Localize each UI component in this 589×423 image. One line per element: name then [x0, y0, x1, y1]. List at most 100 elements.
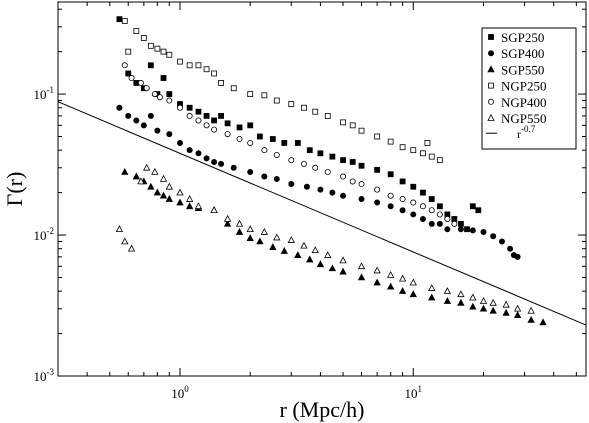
- data-point-SGP400: [247, 169, 254, 176]
- series-NGP550: [115, 163, 535, 314]
- data-point-SGP250: [475, 207, 482, 214]
- data-point-NGP400: [247, 139, 254, 146]
- y-tick-label: 10-2: [34, 226, 55, 243]
- data-point-NGP400: [436, 211, 443, 218]
- data-point-SGP400: [166, 131, 173, 138]
- data-point-SGP550: [457, 298, 465, 306]
- data-point-SGP550: [357, 273, 366, 281]
- data-point-SGP250: [269, 136, 276, 142]
- data-point-NGP550: [127, 244, 136, 252]
- data-point-SGP250: [125, 70, 132, 77]
- data-point-NGP550: [324, 251, 332, 258]
- legend-label-SGP250: SGP250: [501, 30, 544, 45]
- data-point-NGP250: [420, 150, 426, 157]
- data-point-SGP250: [116, 16, 123, 23]
- data-point-SGP550: [153, 188, 162, 196]
- data-point-SGP250: [166, 91, 173, 97]
- data-point-NGP550: [339, 256, 347, 264]
- data-point-SGP400: [469, 227, 476, 234]
- y-axis-ticks: 10-3 10-2 10-1: [34, 8, 586, 384]
- data-point-NGP400: [121, 62, 128, 69]
- data-point-SGP250: [387, 171, 394, 178]
- data-point-SGP250: [349, 159, 356, 165]
- data-point-NGP550: [527, 306, 535, 314]
- data-point-NGP550: [502, 300, 510, 308]
- data-point-SGP400: [303, 183, 310, 190]
- data-point-NGP550: [115, 225, 124, 233]
- data-point-NGP550: [223, 214, 232, 222]
- data-point-NGP550: [185, 195, 194, 202]
- x-tick-label: 101: [405, 384, 423, 401]
- x-axis-ticks: 100 101: [57, 2, 577, 401]
- data-point-SGP550: [306, 255, 314, 263]
- data-point-SGP250: [399, 178, 406, 185]
- data-point-SGP550: [256, 237, 264, 245]
- data-point-NGP550: [194, 202, 203, 210]
- legend-marker-SGP400: [487, 50, 494, 57]
- data-point-SGP550: [443, 297, 452, 304]
- data-point-SGP550: [539, 318, 547, 326]
- data-point-SGP400: [399, 207, 406, 214]
- legend-label-NGP550: NGP550: [501, 111, 547, 126]
- data-point-NGP250: [133, 28, 140, 34]
- data-point-SGP250: [329, 153, 336, 160]
- y-tick-label: 10-3: [34, 367, 55, 384]
- data-point-SGP250: [160, 75, 167, 81]
- data-point-SGP550: [527, 315, 535, 323]
- data-point-SGP400: [374, 199, 381, 206]
- data-point-SGP550: [165, 195, 173, 202]
- data-point-SGP400: [133, 117, 140, 124]
- series-NGP400: [121, 62, 458, 227]
- data-point-SGP250: [340, 157, 346, 164]
- data-point-SGP250: [374, 166, 381, 173]
- data-point-SGP250: [147, 62, 154, 69]
- data-point-SGP400: [358, 196, 365, 203]
- legend-box: [481, 27, 577, 150]
- data-point-NGP250: [436, 157, 443, 164]
- data-point-SGP250: [306, 147, 313, 154]
- data-point-NGP400: [312, 164, 319, 171]
- data-point-NGP400: [236, 136, 243, 143]
- data-point-SGP250: [469, 203, 476, 210]
- data-point-NGP250: [211, 70, 217, 77]
- series-SGP550: [121, 167, 547, 326]
- data-point-NGP550: [176, 188, 184, 196]
- data-point-NGP400: [203, 122, 210, 129]
- data-point-SGP550: [502, 308, 510, 316]
- data-point-NGP250: [247, 91, 254, 97]
- data-point-NGP550: [300, 241, 308, 249]
- data-point-NGP400: [428, 207, 435, 214]
- data-point-SGP400: [147, 112, 154, 119]
- data-point-SGP550: [373, 278, 381, 286]
- data-point-NGP250: [186, 62, 193, 69]
- data-point-SGP250: [281, 140, 288, 146]
- data-point-SGP400: [273, 175, 280, 182]
- data-point-NGP550: [398, 274, 407, 282]
- data-point-NGP400: [451, 220, 458, 227]
- data-point-SGP550: [479, 304, 488, 312]
- data-point-NGP250: [147, 42, 154, 49]
- data-point-NGP250: [358, 127, 365, 134]
- data-point-SGP250: [457, 220, 464, 227]
- data-point-SGP250: [294, 140, 301, 146]
- data-point-NGP250: [273, 97, 280, 104]
- data-point-NGP400: [261, 147, 268, 154]
- data-point-NGP550: [121, 237, 129, 245]
- data-point-SGP250: [358, 162, 365, 169]
- data-point-NGP250: [203, 66, 210, 73]
- data-point-SGP400: [498, 238, 505, 245]
- data-point-NGP250: [121, 18, 128, 24]
- data-point-NGP250: [399, 144, 406, 151]
- data-point-NGP550: [287, 236, 295, 243]
- data-point-NGP550: [409, 278, 417, 286]
- legend-marker-SGP250: [488, 34, 494, 40]
- data-point-SGP550: [121, 167, 129, 175]
- data-point-SGP550: [513, 311, 522, 318]
- data-point-NGP250: [410, 147, 417, 154]
- data-point-SGP400: [436, 220, 443, 227]
- data-point-NGP400: [156, 94, 163, 101]
- data-point-NGP550: [428, 284, 436, 291]
- data-point-SGP550: [428, 293, 436, 301]
- data-point-NGP400: [186, 112, 193, 119]
